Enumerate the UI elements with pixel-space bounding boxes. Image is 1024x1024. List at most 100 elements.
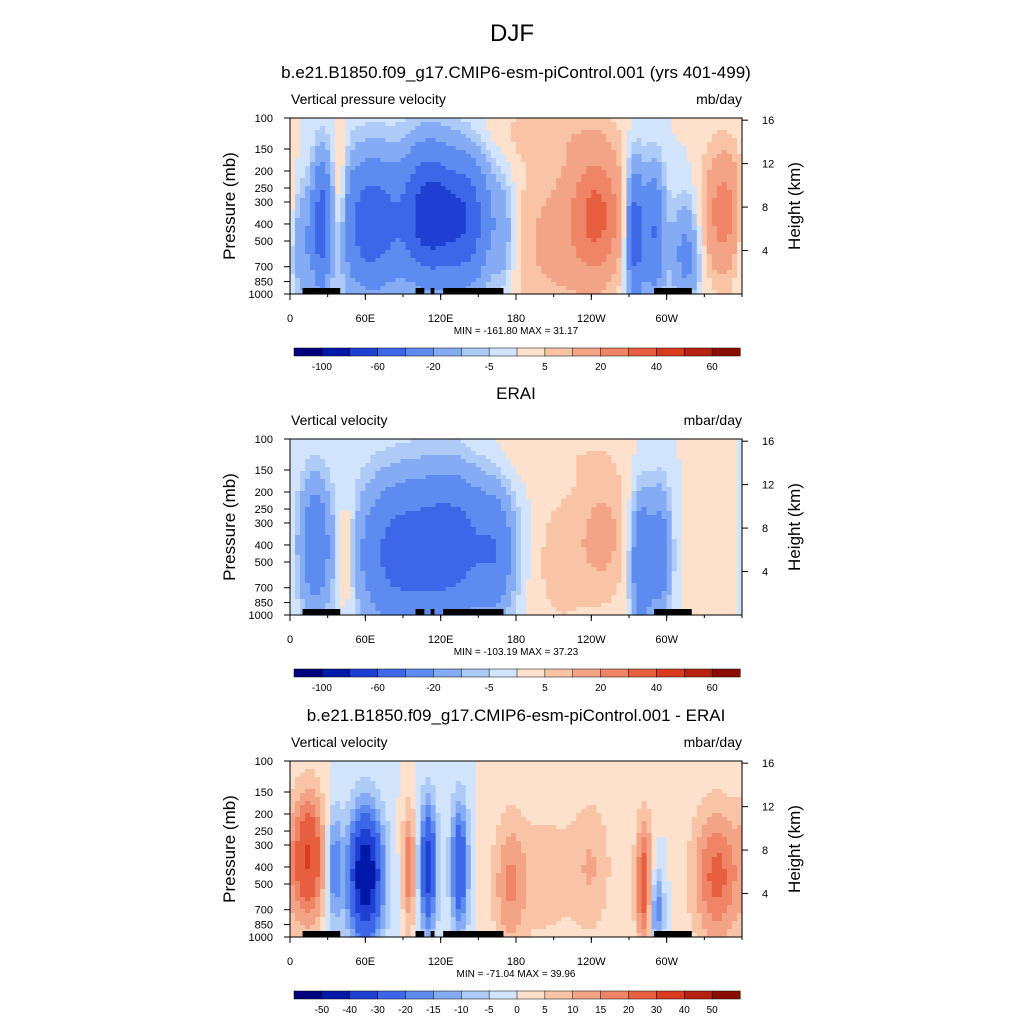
heatmap-cell: [726, 443, 733, 448]
heatmap-cell: [566, 206, 572, 211]
heatmap-cell: [611, 198, 618, 203]
heatmap-cell: [310, 122, 316, 127]
heatmap-cell: [330, 142, 336, 147]
heatmap-cell: [430, 463, 437, 468]
heatmap-cell: [566, 250, 572, 255]
heatmap-cell: [631, 158, 638, 163]
heatmap-cell: [510, 226, 517, 231]
heatmap-cell: [490, 230, 497, 235]
heatmap-cell: [500, 455, 507, 460]
heatmap-cell: [375, 467, 381, 472]
heatmap-cell: [666, 282, 673, 287]
heatmap-cell: [500, 150, 507, 155]
heatmap-cell: [641, 234, 648, 239]
heatmap-cell: [405, 178, 412, 183]
heatmap-cell: [465, 182, 472, 187]
heatmap-cell: [395, 146, 402, 151]
heatmap-cell: [616, 206, 623, 211]
heatmap-cell: [536, 182, 542, 187]
heatmap-cell: [651, 238, 658, 243]
heatmap-cell: [335, 166, 341, 171]
heatmap-cell: [566, 286, 572, 291]
heatmap-cell: [420, 266, 427, 271]
colorbar-swatch: [711, 347, 741, 357]
heatmap-cell: [656, 278, 663, 283]
heatmap-cell: [591, 206, 597, 211]
heatmap-cell: [480, 214, 487, 219]
heatmap-cell: [541, 274, 547, 279]
heatmap-cell: [681, 226, 688, 231]
heatmap-cell: [315, 202, 321, 207]
heatmap-cell: [365, 202, 371, 207]
heatmap-cell: [726, 202, 733, 207]
heatmap-cell: [616, 162, 623, 167]
heatmap-cell: [601, 198, 607, 203]
heatmap-cell: [505, 471, 512, 476]
heatmap-cell: [480, 170, 487, 175]
heatmap-cell: [526, 226, 532, 231]
heatmap-cell: [621, 467, 628, 472]
heatmap-cell: [666, 162, 673, 167]
heatmap-cell: [691, 142, 698, 147]
heatmap-cell: [591, 126, 597, 131]
heatmap-cell: [651, 194, 658, 199]
heatmap-cell: [591, 170, 597, 175]
heatmap-cell: [490, 282, 497, 287]
heatmap-cell: [410, 174, 417, 179]
heatmap-cell: [736, 206, 743, 211]
heatmap-cell: [380, 439, 387, 444]
heatmap-cell: [576, 122, 582, 127]
heatmap-cell: [425, 230, 432, 235]
heatmap-cell: [531, 142, 537, 147]
heatmap-cell: [330, 242, 336, 247]
heatmap-cell: [305, 162, 311, 167]
heatmap-cell: [300, 278, 306, 283]
heatmap-cell: [460, 222, 467, 227]
heatmap-cell: [425, 222, 432, 227]
heatmap-cell: [661, 202, 668, 207]
heatmap-cell: [360, 194, 366, 199]
heatmap-cell: [586, 246, 592, 251]
heatmap-cell: [576, 198, 582, 203]
heatmap-cell: [405, 218, 412, 223]
heatmap-cell: [641, 463, 648, 468]
heatmap-cell: [360, 274, 366, 279]
heatmap-cell: [435, 138, 442, 143]
heatmap-cell: [586, 150, 592, 155]
heatmap-cell: [621, 170, 628, 175]
heatmap-cell: [586, 467, 592, 472]
heatmap-cell: [611, 214, 618, 219]
heatmap-cell: [470, 142, 477, 147]
heatmap-cell: [536, 234, 542, 239]
heatmap-cell: [716, 266, 723, 271]
heatmap-cell: [636, 130, 643, 135]
heatmap-cell: [360, 471, 366, 476]
heatmap-cell: [420, 463, 427, 468]
heatmap-cell: [430, 246, 437, 251]
heatmap-cell: [290, 134, 296, 139]
heatmap-cell: [601, 194, 607, 199]
heatmap-cell: [385, 286, 392, 291]
heatmap-cell: [521, 190, 527, 195]
heatmap-cell: [701, 138, 708, 143]
heatmap-cell: [385, 479, 392, 484]
heatmap-cell: [531, 242, 537, 247]
heatmap-cell: [681, 471, 688, 476]
heatmap-cell: [576, 134, 582, 139]
heatmap-cell: [315, 206, 321, 211]
heatmap-cell: [495, 270, 502, 275]
heatmap-cell: [470, 459, 477, 464]
heatmap-cell: [571, 234, 577, 239]
heatmap-cell: [410, 210, 417, 215]
heatmap-cell: [636, 126, 643, 131]
heatmap-cell: [290, 475, 296, 480]
heatmap-cell: [415, 471, 422, 476]
heatmap-cell: [676, 262, 683, 267]
heatmap-cell: [676, 166, 683, 171]
heatmap-cell: [510, 459, 517, 464]
heatmap-cell: [320, 451, 326, 456]
heatmap-cell: [395, 290, 402, 295]
heatmap-cell: [420, 234, 427, 239]
heatmap-cell: [305, 455, 311, 460]
heatmap-cell: [470, 274, 477, 279]
